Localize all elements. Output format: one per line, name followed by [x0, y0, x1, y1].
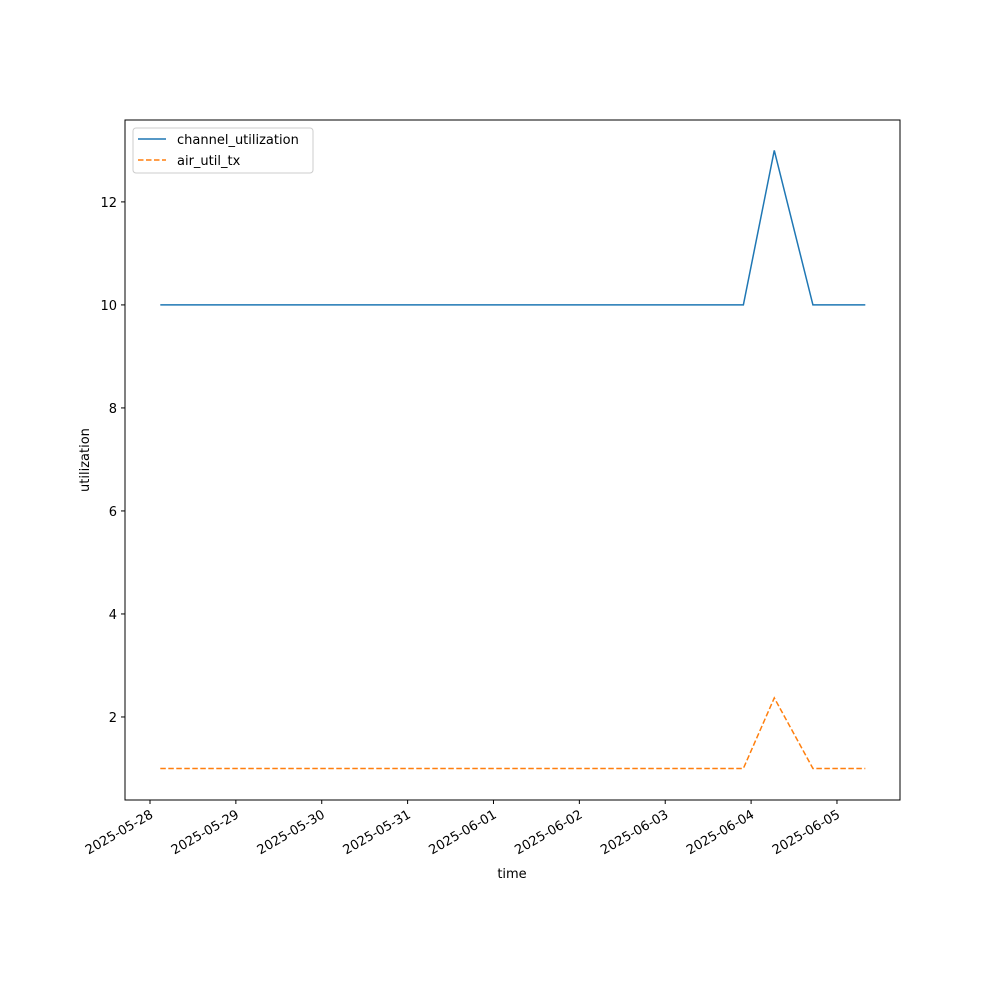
plot-frame: [124, 119, 901, 801]
y-tick-label: 6: [109, 505, 117, 520]
legend-box: [132, 127, 314, 174]
legend-label: air_util_tx: [177, 154, 241, 169]
y-tick-label: 2: [109, 711, 117, 726]
legend-label: channel_utilization: [177, 133, 299, 148]
y-tick-label: 10: [100, 299, 117, 314]
x-axis-label: time: [497, 867, 526, 882]
y-tick-label: 12: [100, 196, 117, 211]
series-line: [160, 696, 866, 770]
y-tick-label: 8: [109, 402, 117, 417]
y-tick-label: 4: [109, 608, 117, 623]
y-axis-label: utilization: [78, 428, 93, 492]
series-line: [160, 150, 866, 306]
